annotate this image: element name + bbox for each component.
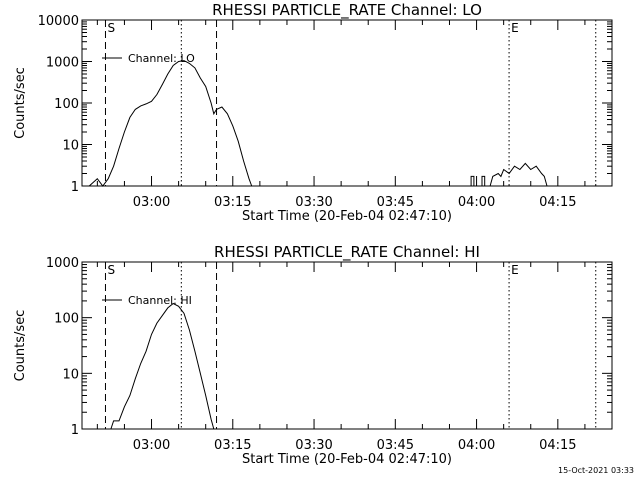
x-tick-label: 04:15 [539, 438, 576, 453]
x-tick-label: 04:00 [458, 195, 495, 210]
marker-label: E [511, 21, 519, 35]
y-tick-label: 1000 [46, 256, 79, 271]
x-axis-label: Start Time (20-Feb-04 02:47:10) [242, 452, 452, 467]
x-tick-label: 03:30 [295, 438, 332, 453]
marker-label: S [107, 21, 115, 35]
y-tick-label: 100 [54, 312, 79, 327]
y-tick-label: 100 [54, 97, 79, 112]
plot-frame [81, 19, 613, 187]
x-tick-label: 03:00 [133, 195, 170, 210]
x-tick-label: 03:00 [133, 438, 170, 453]
legend-label: Channel: HI [128, 294, 192, 307]
x-tick-label: 03:15 [214, 195, 251, 210]
y-tick-label: 10 [62, 139, 79, 154]
chart-title: RHESSI PARTICLE_RATE Channel: LO [212, 1, 482, 20]
marker-label: E [511, 263, 519, 277]
series-line [110, 302, 215, 430]
marker-label: S [107, 263, 115, 277]
y-tick-label: 10000 [38, 14, 79, 29]
y-tick-label: 10 [62, 367, 79, 382]
x-tick-label: 04:15 [539, 195, 576, 210]
x-tick-label: 03:45 [377, 438, 414, 453]
footer-timestamp: 15-Oct-2021 03:33 [558, 466, 634, 475]
chart-title: RHESSI PARTICLE_RATE Channel: HI [214, 243, 480, 262]
series-line [470, 162, 548, 187]
x-tick-label: 03:30 [295, 195, 332, 210]
x-tick-label: 03:45 [377, 195, 414, 210]
y-axis-label: Counts/sec [13, 67, 28, 139]
y-tick-label: 1 [71, 423, 79, 438]
x-tick-label: 04:00 [458, 438, 495, 453]
series-line [88, 60, 253, 187]
plot-frame [81, 261, 613, 430]
y-axis-label: Counts/sec [13, 310, 28, 382]
x-axis-label: Start Time (20-Feb-04 02:47:10) [242, 209, 452, 224]
x-tick-label: 03:15 [214, 438, 251, 453]
y-tick-label: 1000 [46, 56, 79, 71]
y-tick-label: 1 [71, 180, 79, 195]
legend-label: Channel: LO [128, 52, 195, 65]
